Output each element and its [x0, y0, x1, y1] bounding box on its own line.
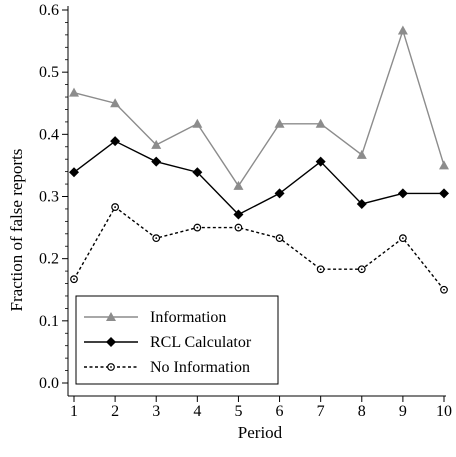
x-tick-label: 6: [276, 403, 284, 420]
data-point-no-information-dot: [73, 278, 75, 281]
x-tick-label: 10: [436, 403, 452, 420]
y-tick-label: 0.6: [39, 2, 59, 19]
y-tick-label: 0.3: [39, 189, 59, 206]
y-tick-label: 0.0: [39, 375, 59, 392]
data-point-information: [233, 180, 244, 190]
data-point-no-information-dot: [401, 237, 404, 240]
data-point-no-information-dot: [443, 288, 445, 291]
plot-frame: [67, 6, 446, 397]
data-point-no-information-dot: [360, 268, 363, 271]
legend-marker-no-information-dot: [110, 366, 112, 368]
series-no-information: [70, 203, 448, 294]
data-point-no-information-dot: [237, 226, 240, 229]
data-point-rcl-calculator: [69, 167, 79, 178]
x-axis-label: Period: [238, 423, 283, 442]
data-point-information: [397, 25, 408, 35]
data-point-information: [69, 87, 79, 97]
legend-label-no-information: No Information: [150, 359, 250, 376]
data-point-information: [356, 149, 367, 159]
x-tick-label: 2: [111, 403, 119, 420]
data-point-rcl-calculator: [356, 198, 367, 209]
data-point-information: [192, 118, 203, 128]
data-point-no-information-dot: [114, 206, 117, 208]
legend-marker-information: [106, 312, 116, 321]
series-line-rcl-calculator: [73, 140, 444, 216]
y-tick-label: 0.1: [39, 313, 59, 330]
data-point-rcl-calculator: [315, 156, 326, 167]
y-axis-ticks: 0.0 0.1 0.2 0.3 0.4 0.5 0.6: [39, 2, 68, 392]
x-axis-ticks: 1 2 3 4 5 6 7 8 9 10: [70, 396, 452, 420]
data-point-information: [439, 160, 449, 170]
legend-label-rcl-calculator: RCL Calculator: [150, 334, 252, 351]
data-point-no-information-dot: [196, 226, 199, 229]
y-tick-label: 0.4: [39, 126, 59, 143]
data-point-rcl-calculator: [439, 188, 449, 199]
data-point-rcl-calculator: [397, 188, 408, 199]
x-tick-label: 4: [193, 403, 201, 420]
data-point-rcl-calculator: [274, 188, 285, 199]
data-point-rcl-calculator: [233, 209, 244, 220]
x-tick-label: 1: [70, 403, 78, 420]
x-tick-label: 8: [358, 403, 366, 420]
data-point-information: [315, 118, 326, 128]
series-layer: [69, 25, 449, 294]
data-point-information: [151, 139, 162, 149]
x-tick-label: 3: [152, 403, 160, 420]
series-line-information: [73, 28, 445, 188]
series-line-no-information: [73, 206, 445, 291]
data-point-no-information-dot: [278, 237, 281, 240]
data-point-rcl-calculator: [192, 167, 203, 178]
series-information: [69, 25, 449, 190]
data-point-information: [274, 118, 285, 128]
x-tick-label: 7: [317, 403, 325, 420]
y-tick-label: 0.5: [39, 64, 59, 81]
legend: Information RCL Calculator No Information: [75, 295, 279, 385]
y-minor-ticks: [65, 22, 68, 371]
legend-marker-rcl-calculator: [106, 337, 116, 347]
y-axis-label: Fraction of false reports: [7, 149, 26, 312]
data-point-no-information-dot: [155, 237, 158, 240]
x-tick-label: 9: [399, 403, 407, 420]
series-rcl-calculator: [69, 136, 449, 220]
data-point-rcl-calculator: [151, 156, 162, 167]
data-point-information: [110, 98, 121, 108]
data-point-rcl-calculator: [110, 136, 121, 147]
y-tick-label: 0.2: [39, 251, 59, 268]
x-tick-label: 5: [234, 403, 242, 420]
data-point-no-information-dot: [319, 268, 322, 271]
legend-label-information: Information: [150, 309, 226, 326]
